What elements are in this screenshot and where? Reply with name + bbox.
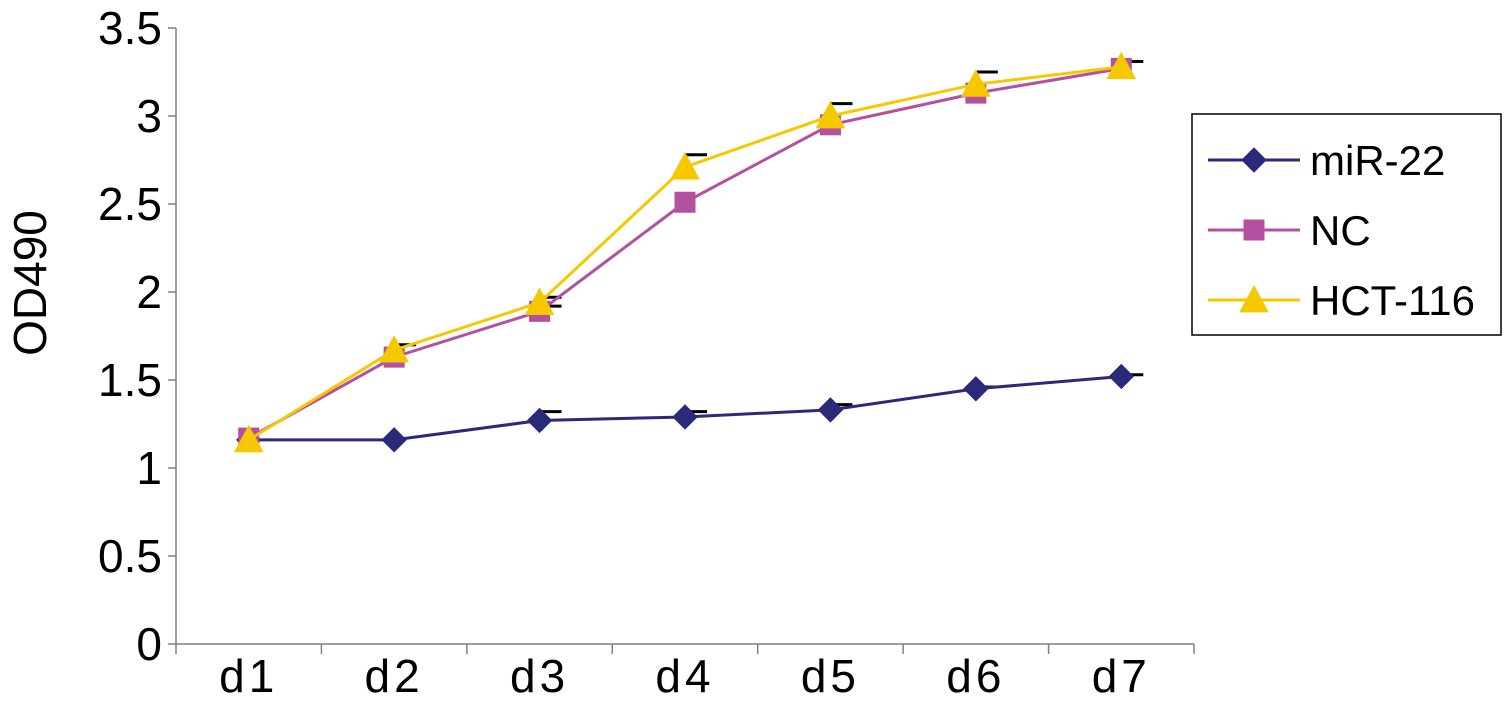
data-point [672, 404, 698, 430]
x-tick-label: d1 [219, 650, 278, 702]
series-line-group [238, 57, 1132, 449]
y-tick-label: 0.5 [98, 530, 162, 582]
data-point [670, 151, 700, 180]
x-tick-label: d5 [801, 650, 860, 702]
series [233, 51, 1144, 453]
x-tick-labels: d1 d2 d3 d4 d5 d6 d7 [219, 650, 1151, 702]
y-tick-label: 3.5 [98, 2, 162, 54]
series-hct-116 [393, 59, 1144, 351]
data-point [524, 287, 555, 315]
series-line-group [233, 51, 1137, 453]
legend-marker [1241, 147, 1267, 173]
legend: miR-22 NC HCT-116 [1191, 113, 1502, 336]
data-point [817, 397, 844, 423]
series-line-group [236, 363, 1134, 453]
data-point [233, 424, 264, 453]
legend-label: HCT-116 [1310, 277, 1475, 324]
x-tick-label: d3 [510, 650, 569, 702]
y-tick-label: 2.5 [98, 178, 162, 230]
data-point [815, 100, 846, 129]
series-line [247, 67, 1122, 440]
series-line [247, 65, 1122, 442]
legend-marker [1243, 219, 1265, 241]
data-point [963, 376, 989, 402]
data-point [1106, 51, 1137, 80]
x-tick-label: d2 [365, 650, 424, 702]
y-tick-label: 1 [136, 442, 162, 494]
x-tick-label: d4 [655, 650, 714, 702]
y-axis-title: OD490 [4, 210, 56, 356]
legend-label: miR-22 [1310, 137, 1445, 184]
y-tick-labels: 0 0.5 1 1.5 2 2.5 3 3.5 [98, 2, 162, 670]
x-tick-label: d7 [1092, 650, 1151, 702]
legend-label: NC [1310, 207, 1371, 254]
data-point [674, 191, 696, 213]
y-tick-label: 1.5 [98, 354, 162, 406]
axes [168, 27, 1195, 654]
x-tick-label: d6 [946, 650, 1005, 702]
y-tick-label: 3 [136, 90, 162, 142]
legend-marker [1239, 284, 1269, 313]
data-point [379, 335, 409, 363]
y-tick-label: 0 [136, 618, 162, 670]
data-point [1108, 363, 1134, 390]
data-point [381, 427, 407, 453]
data-point [961, 69, 991, 97]
y-tick-label: 2 [136, 266, 162, 318]
data-point [526, 407, 553, 434]
